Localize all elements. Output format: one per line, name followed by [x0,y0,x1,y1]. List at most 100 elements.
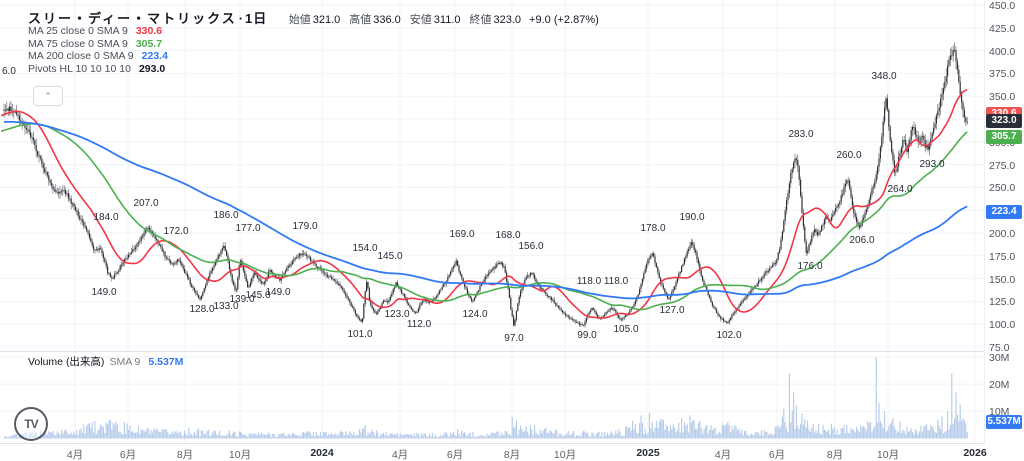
ohlc-label: 高値 [349,14,372,26]
tradingview-logo-glyph: TV [24,417,38,431]
price-scale[interactable]: 450.0425.0400.0375.0350.0325.0300.0275.0… [985,0,1024,461]
pivot-price-label: 124.0 [462,309,488,320]
chart-header: スリー・ディー・マトリックス · 1日 始値 321.0 高値 336.0 安値 311.0 終… [28,8,599,28]
pivot-price-label: 207.0 [133,198,159,209]
ma75-line[interactable] [0,122,968,311]
pivot-price-label: 118.0 [603,276,629,287]
pane-separator[interactable] [0,351,1024,352]
time-tick-label: 10月 [228,449,252,461]
price-tick-label: 450.0 [989,0,1016,12]
pivot-price-label: 154.0 [352,243,378,254]
pivot-price-label: 190.0 [679,212,705,223]
pivot-price-label: 112.0 [406,319,432,330]
ohlc-value: 311.0 [433,14,461,26]
pivot-price-label: 206.0 [849,235,875,246]
candle-wicks[interactable] [3,42,968,328]
pivot-price-label: 127.0 [659,305,685,316]
pivot-price-label: 177.0 [235,223,261,234]
pivot-price-label: 149.0 [265,287,291,298]
indicator-value: 223.4 [141,50,168,62]
pivot-price-label: 348.0 [871,71,897,82]
symbol-title[interactable]: スリー・ディー・マトリックス [28,11,237,26]
pivot-price-label: 186.0 [213,210,239,221]
price-axis-badge: 305.7 [986,129,1022,144]
volume-bars[interactable] [3,356,968,439]
volume-sma-label: SMA 9 [109,356,141,368]
candle-bodies[interactable] [3,49,968,327]
indicator-row[interactable]: MA 75 close 0 SMA 9 305.7 [28,38,162,50]
pivot-price-label: 184.0 [93,212,119,223]
volume-tick-label: 30M [989,351,1010,364]
price-tick-label: 150.0 [989,273,1016,286]
indicator-label: Pivots HL 10 10 10 10 [28,62,131,75]
time-tick-label: 4月 [391,449,409,461]
price-tick-label: 250.0 [989,182,1016,195]
ma200-line[interactable] [4,120,968,300]
volume-tick-label: 20M [989,379,1010,392]
pivot-price-label: 156.0 [518,241,544,252]
time-scale[interactable]: 4月 6月 8月 10月 2024 4月 6月 8月 10月 2025 4月 6月 8月 10月 2026 [0,444,1024,461]
indicator-row[interactable]: Pivots HL 10 10 10 10 293.0 [28,63,165,75]
price-axis-separator [984,0,985,443]
pivot-price-label: 97.0 [504,333,524,344]
pivot-price-label: 102.0 [716,330,742,341]
legend-collapse-button[interactable]: ⌃ [33,86,63,106]
ohlc-values: 始値 321.0 高値 336.0 安値 311.0 終値 323.0 [282,14,523,26]
pivot-price-label: 145.0 [377,251,403,262]
ohlc-label: 安値 [409,14,432,26]
price-tick-label: 75.0 [989,342,1010,354]
time-tick-label: 8月 [503,449,521,461]
ohlc-value: 321.0 [312,14,341,26]
time-tick-label: 8月 [826,449,844,461]
time-tick-label: 6月 [446,449,464,461]
volume-legend-label: Volume (出来高) [28,356,105,368]
price-tick-label: 400.0 [989,45,1016,58]
pivot-price-label: 179.0 [292,221,318,232]
price-tick-label: 125.0 [989,296,1016,309]
indicator-label: MA 200 close 0 SMA 9 [28,50,134,62]
price-tick-label: 100.0 [989,319,1016,332]
tradingview-logo[interactable]: TV [14,407,48,441]
time-tick-label: 6月 [119,449,137,461]
time-tick-label: 10月 [553,449,577,461]
chevron-up-icon: ⌃ [44,90,52,101]
price-tick-label: 375.0 [989,68,1016,81]
time-tick-label: 6月 [768,449,786,461]
ohlc-label: 終値 [469,14,492,26]
pivot-price-label: 128.0 [189,304,215,315]
pivot-price-label: 283.0 [788,129,814,140]
indicator-value: 305.7 [135,37,163,50]
pivot-price-label: 172.0 [163,226,189,237]
change-value: +9.0 (+2.87%) [529,14,599,26]
time-tick-label: 2026 [963,447,987,459]
volume-legend: Volume (出来高) SMA 9 5.537M [28,354,183,369]
pivot-price-label: 149.0 [91,287,117,298]
indicator-row[interactable]: MA 25 close 0 SMA 9 330.6 [28,25,162,37]
price-tick-label: 175.0 [989,250,1016,263]
indicator-row[interactable]: MA 200 close 0 SMA 9 223.4 [28,50,168,62]
time-tick-label: 4月 [66,449,84,461]
volume-axis-badge: 5.537M [986,415,1022,429]
pivot-price-label: 264.0 [887,184,913,195]
time-tick-label: 10月 [876,449,900,461]
pivot-price-label: 145.0 [245,290,271,301]
time-tick-label: 8月 [176,449,194,461]
price-tick-label: 275.0 [989,159,1016,172]
pivot-price-label: 118.0 [576,276,602,287]
ohlc-value: 336.0 [373,14,401,26]
pivot-price-label: 293.0 [919,159,945,170]
indicator-label: MA 25 close 0 SMA 9 [28,25,128,37]
time-tick-label: 2024 [310,447,334,459]
pivot-price-label: 139.0 [229,294,255,305]
indicator-value: 330.6 [135,25,163,37]
timeframe-label[interactable]: 1日 [245,11,268,26]
indicator-value: 293.0 [138,62,166,75]
pivot-price-label: 123.0 [384,309,410,320]
time-tick-label: 4月 [714,449,732,461]
title-separator: · [238,11,244,26]
price-tick-label: 425.0 [989,22,1016,35]
pivot-price-label: 99.0 [577,330,597,341]
pivot-price-label: 133.0 [213,301,239,312]
